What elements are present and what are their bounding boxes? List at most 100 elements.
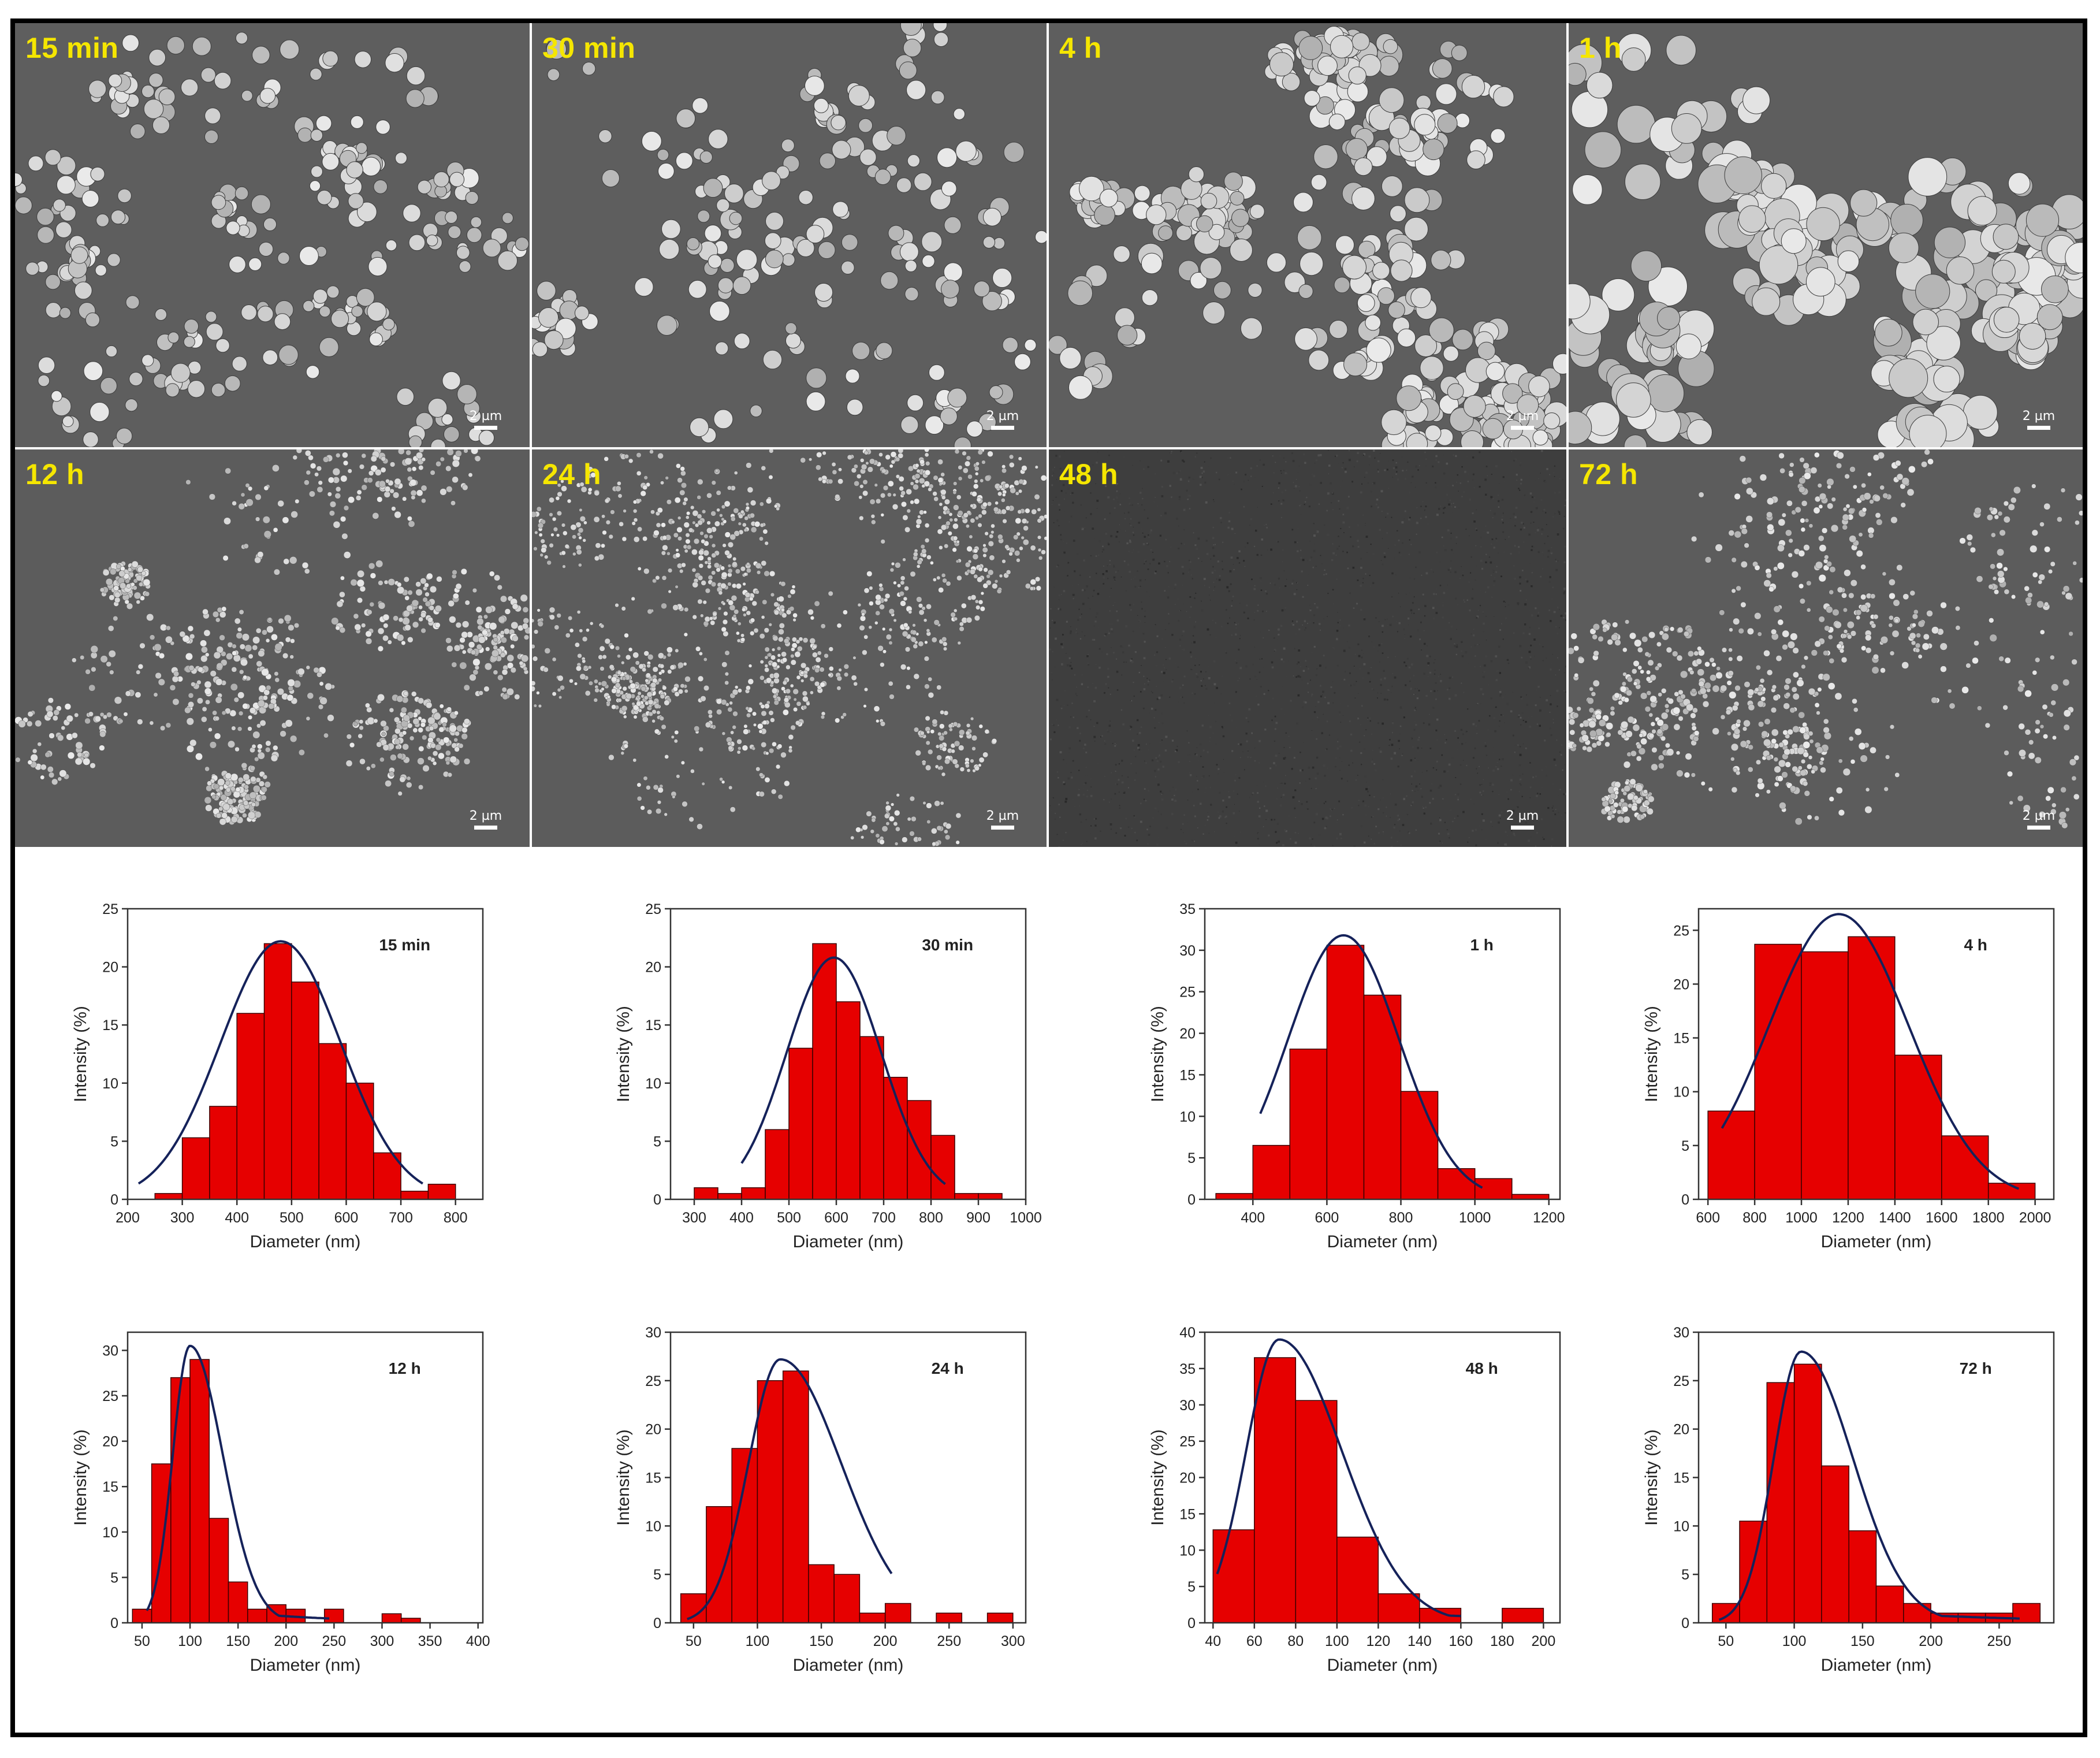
x-tick-label: 400: [466, 1633, 490, 1649]
scale-bar-label: 2 µm: [469, 409, 502, 423]
x-tick-label: 800: [1742, 1210, 1767, 1226]
histogram-bar: [986, 1612, 1014, 1623]
y-tick-label: 20: [1179, 1470, 1196, 1486]
x-tick-label: 200: [1532, 1633, 1556, 1649]
sem-time-label: 24 h: [542, 458, 602, 490]
sem-panel: 15 min 2 µm: [15, 23, 530, 447]
chart-title: 48 h: [1466, 1359, 1498, 1377]
x-tick-label: 200: [116, 1210, 140, 1226]
histogram-bar: [1254, 1357, 1297, 1623]
histogram-bar: [788, 1047, 813, 1200]
y-tick-label: 25: [645, 901, 661, 917]
scale-bar-label: 2 µm: [1506, 409, 1539, 423]
x-tick-label: 800: [919, 1210, 943, 1226]
y-tick-label: 10: [1179, 1543, 1196, 1559]
histogram-bar: [731, 1448, 758, 1623]
x-axis-label: Diameter (nm): [1821, 1232, 1932, 1251]
histogram-bar: [741, 1187, 766, 1200]
scale-bar: 2 µm: [2018, 809, 2060, 830]
histogram-bar: [381, 1613, 402, 1623]
y-tick-label: 15: [102, 1017, 118, 1034]
y-tick-label: 35: [1179, 1361, 1196, 1377]
sem-time-label: 48 h: [1059, 458, 1119, 490]
x-tick-label: 150: [1850, 1633, 1875, 1649]
y-tick-label: 25: [1179, 1434, 1196, 1450]
x-tick-label: 600: [824, 1210, 848, 1226]
y-tick-label: 20: [645, 960, 661, 976]
histogram-chart: 50 100 150 200 250 0 5 10 15 20 25 30 Diameter (nm) I…: [1642, 1325, 2055, 1675]
y-tick-label: 0: [110, 1192, 118, 1208]
x-tick-label: 800: [1389, 1210, 1413, 1226]
fit-curve: [146, 1344, 330, 1620]
y-tick-label: 5: [110, 1570, 118, 1586]
y-tick-label: 0: [653, 1615, 661, 1631]
y-tick-label: 5: [653, 1567, 661, 1583]
scale-bar-line: [1511, 426, 1534, 430]
x-tick-label: 120: [1366, 1633, 1390, 1649]
histogram-bar: [694, 1187, 718, 1200]
chart-title: 15 min: [379, 936, 430, 954]
x-tick-label: 40: [1205, 1633, 1221, 1649]
histogram-bar: [1801, 951, 1849, 1200]
histogram-bar: [208, 1518, 229, 1623]
histogram-chart: 400 600 800 1000 1200 0 5 10 15 20 25 30 35 Diameter …: [1148, 901, 1565, 1251]
sem-micrograph: [15, 449, 530, 826]
y-tick-label: 30: [1179, 943, 1196, 959]
histogram-bar: [782, 1370, 809, 1623]
histogram-bar: [1930, 1612, 1959, 1623]
x-tick-label: 1000: [1010, 1210, 1042, 1226]
y-tick-label: 30: [102, 1343, 118, 1359]
chart-title: 30 min: [922, 936, 973, 954]
histogram-chart: 600 800 1000 1200 1400 1600 1800 2000 0 5 10 15 20 25…: [1642, 908, 2055, 1251]
histogram-bar: [808, 1564, 835, 1623]
y-tick-label: 10: [645, 1518, 661, 1534]
histogram-chart: 200 300 400 500 600 700 800 0 5 10 15 20 25 Diameter …: [71, 901, 484, 1251]
x-tick-label: 200: [274, 1633, 298, 1649]
histogram-bar: [181, 1137, 210, 1200]
sem-panel: 24 h 2 µm: [532, 449, 1047, 847]
x-tick-label: 150: [226, 1633, 250, 1649]
sem-micrograph: [1569, 33, 2083, 447]
y-tick-label: 25: [1673, 1373, 1689, 1389]
chart-title: 12 h: [389, 1359, 421, 1377]
x-tick-label: 300: [170, 1210, 195, 1226]
x-tick-label: 300: [682, 1210, 706, 1226]
y-tick-label: 5: [1681, 1138, 1689, 1154]
x-tick-label: 140: [1408, 1633, 1432, 1649]
fit-curve: [137, 940, 423, 1185]
scale-bar-line: [474, 426, 497, 430]
scale-bar-line: [991, 826, 1014, 830]
x-tick-label: 600: [334, 1210, 359, 1226]
histogram-bar: [1336, 1536, 1379, 1623]
fit-curve: [1216, 1338, 1461, 1618]
x-axis-label: Diameter (nm): [250, 1656, 361, 1675]
histogram-bar: [170, 1377, 191, 1623]
chart-title: 1 h: [1470, 936, 1493, 954]
x-axis-label: Diameter (nm): [793, 1232, 904, 1251]
histogram-bar: [1821, 1465, 1849, 1623]
histogram-bar: [1212, 1529, 1255, 1623]
histogram-bar: [345, 1083, 374, 1200]
y-tick-label: 15: [1673, 1031, 1689, 1047]
y-axis-label: Intensity (%): [1642, 1006, 1661, 1102]
histogram-bar: [1502, 1608, 1544, 1623]
histogram-bar: [1941, 1135, 1989, 1200]
sem-time-label: 15 min: [25, 32, 119, 64]
y-tick-label: 20: [1673, 976, 1689, 993]
histogram-bar: [1377, 1593, 1420, 1623]
x-tick-label: 400: [225, 1210, 249, 1226]
y-axis-label: Intensity (%): [614, 1429, 633, 1526]
scale-bar-label: 2 µm: [986, 409, 1019, 423]
y-tick-label: 0: [653, 1192, 661, 1208]
x-tick-label: 200: [873, 1633, 898, 1649]
histogram-bar: [1793, 1363, 1822, 1623]
histogram-bar: [1252, 1144, 1291, 1200]
x-tick-label: 300: [1001, 1633, 1025, 1649]
x-axis-label: Diameter (nm): [1327, 1656, 1438, 1675]
histogram-bar: [1894, 1054, 1942, 1200]
y-tick-label: 35: [1179, 901, 1196, 917]
y-tick-label: 25: [645, 1373, 661, 1389]
y-tick-label: 5: [653, 1133, 661, 1150]
scale-bar-label: 2 µm: [1506, 809, 1539, 823]
histogram-bar: [154, 1193, 183, 1200]
